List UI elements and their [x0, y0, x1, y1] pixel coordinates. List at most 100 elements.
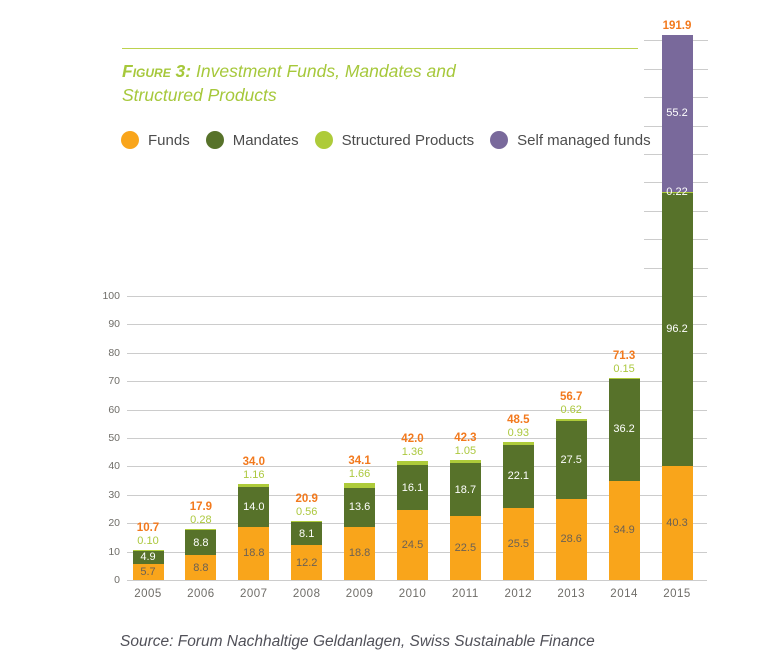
bar-segment-structured	[502, 442, 534, 445]
structured-value-label: 1.16	[243, 468, 265, 481]
y-axis-label: 80	[108, 346, 120, 359]
segment-value-label: 12.2	[295, 556, 318, 569]
gridline-segment	[644, 40, 662, 42]
bar-segment-funds	[344, 526, 376, 580]
total-value-label: 48.5	[507, 414, 530, 427]
structured-value-label: 0.56	[295, 505, 318, 518]
segment-value-label: 55.2	[666, 107, 688, 120]
bar-segment-mandates	[661, 192, 693, 466]
x-axis-label: 2008	[292, 588, 321, 600]
bar-segment-mandates	[291, 522, 323, 546]
structured-value-label: 0.93	[507, 427, 529, 440]
structured-value-label: 1.05	[454, 445, 477, 457]
segment-value-label: 22.1	[507, 470, 529, 483]
structured-value-label: 1.66	[348, 468, 371, 481]
segment-value-label: 4.9	[140, 550, 156, 563]
gridline	[127, 381, 707, 383]
total-value-label: 191.9	[662, 19, 692, 32]
legend-label: Funds	[148, 131, 190, 149]
gridline-segment	[692, 154, 708, 155]
bar-segment-structured	[397, 460, 428, 465]
segment-value-label: 18.8	[348, 547, 371, 560]
bar-segment-structured	[291, 520, 323, 523]
bar-segment-structured	[344, 483, 376, 488]
y-axis-label: 30	[108, 488, 120, 501]
bar-segment-mandates	[344, 487, 376, 527]
bar-segment-structured	[449, 460, 481, 463]
gridline-segment	[692, 182, 708, 184]
bar-segment-mandates	[449, 462, 481, 517]
bar-segment-self_managed	[661, 34, 693, 192]
total-value-label: 71.3	[612, 349, 636, 362]
x-axis-label: 2012	[504, 588, 533, 600]
segment-value-label: 34.9	[613, 524, 635, 537]
segment-value-label: 25.5	[507, 537, 529, 550]
total-value-label: 42.0	[401, 432, 424, 445]
bar-segment-funds	[238, 526, 270, 580]
gridline-segment	[644, 68, 662, 70]
x-axis-label: 2011	[452, 588, 479, 600]
figure-title: Figure 3: Investment Funds, Mandates and…	[122, 59, 522, 107]
y-axis-label: 60	[108, 403, 120, 416]
total-value-label: 20.9	[295, 492, 318, 505]
gridline-segment	[692, 239, 708, 241]
gridline-segment	[644, 154, 662, 155]
legend-item: Funds	[121, 131, 190, 149]
segment-value-label: 18.7	[454, 483, 477, 496]
legend-item: Structured Products	[314, 131, 475, 149]
figure-number-label: Figure 3:	[122, 61, 192, 81]
y-axis-label: 50	[108, 432, 120, 444]
bar-segment-structured	[185, 529, 217, 530]
bar-segment-funds	[449, 516, 481, 580]
total-value-label: 34.1	[348, 455, 371, 468]
title-rule	[122, 48, 638, 49]
bar-segment-structured	[555, 418, 587, 421]
segment-value-label: 40.3	[666, 516, 688, 529]
gridline-segment	[692, 125, 708, 127]
bar-segment-structured	[661, 191, 693, 193]
bar-segment-funds	[185, 555, 217, 580]
segment-value-label: 36.2	[613, 423, 635, 436]
legend-swatch-icon	[314, 131, 333, 149]
figure-title-text: Investment Funds, Mandates and Structure…	[122, 61, 456, 105]
bar-segment-mandates	[555, 420, 587, 499]
gridline-segment	[644, 239, 662, 241]
y-axis-label: 10	[108, 545, 120, 558]
structured-value-label: 0.22	[666, 185, 688, 198]
x-axis-label: 2007	[240, 588, 268, 600]
x-axis-label: 2006	[187, 588, 215, 600]
segment-value-label: 22.5	[454, 542, 477, 555]
x-axis-label: 2013	[557, 588, 585, 600]
y-axis-label: 70	[108, 375, 120, 388]
bar-segment-mandates	[608, 378, 640, 481]
gridline-segment	[692, 97, 708, 99]
gridline-segment	[692, 267, 708, 269]
bar-segment-funds	[555, 498, 587, 580]
x-axis-label: 2015	[663, 588, 691, 600]
gridline	[127, 296, 707, 297]
structured-value-label: 0.10	[137, 534, 159, 547]
total-value-label: 42.3	[454, 432, 477, 444]
y-axis-label: 40	[108, 460, 120, 473]
structured-value-label: 0.62	[560, 403, 582, 416]
x-axis-label: 2014	[610, 588, 638, 600]
segment-value-label: 18.8	[243, 547, 265, 560]
segment-value-label: 16.1	[401, 481, 424, 494]
legend-label: Structured Products	[341, 131, 475, 149]
legend-label: Mandates	[232, 131, 299, 149]
bar-segment-funds	[661, 465, 693, 580]
gridline-segment	[692, 210, 708, 212]
bar-segment-mandates	[397, 464, 428, 511]
segment-value-label: 96.2	[666, 322, 688, 335]
y-axis-label: 90	[108, 318, 120, 331]
gridline	[127, 580, 707, 581]
total-value-label: 10.7	[136, 521, 160, 534]
chart-legend: Funds Mandates Structured Products Self man…	[121, 131, 651, 149]
gridline-segment	[692, 40, 708, 42]
total-value-label: 56.7	[559, 390, 583, 403]
gridline-segment	[644, 267, 662, 269]
gridline-segment	[644, 210, 662, 212]
segment-value-label: 8.1	[299, 527, 315, 540]
gridline-segment	[692, 68, 708, 70]
